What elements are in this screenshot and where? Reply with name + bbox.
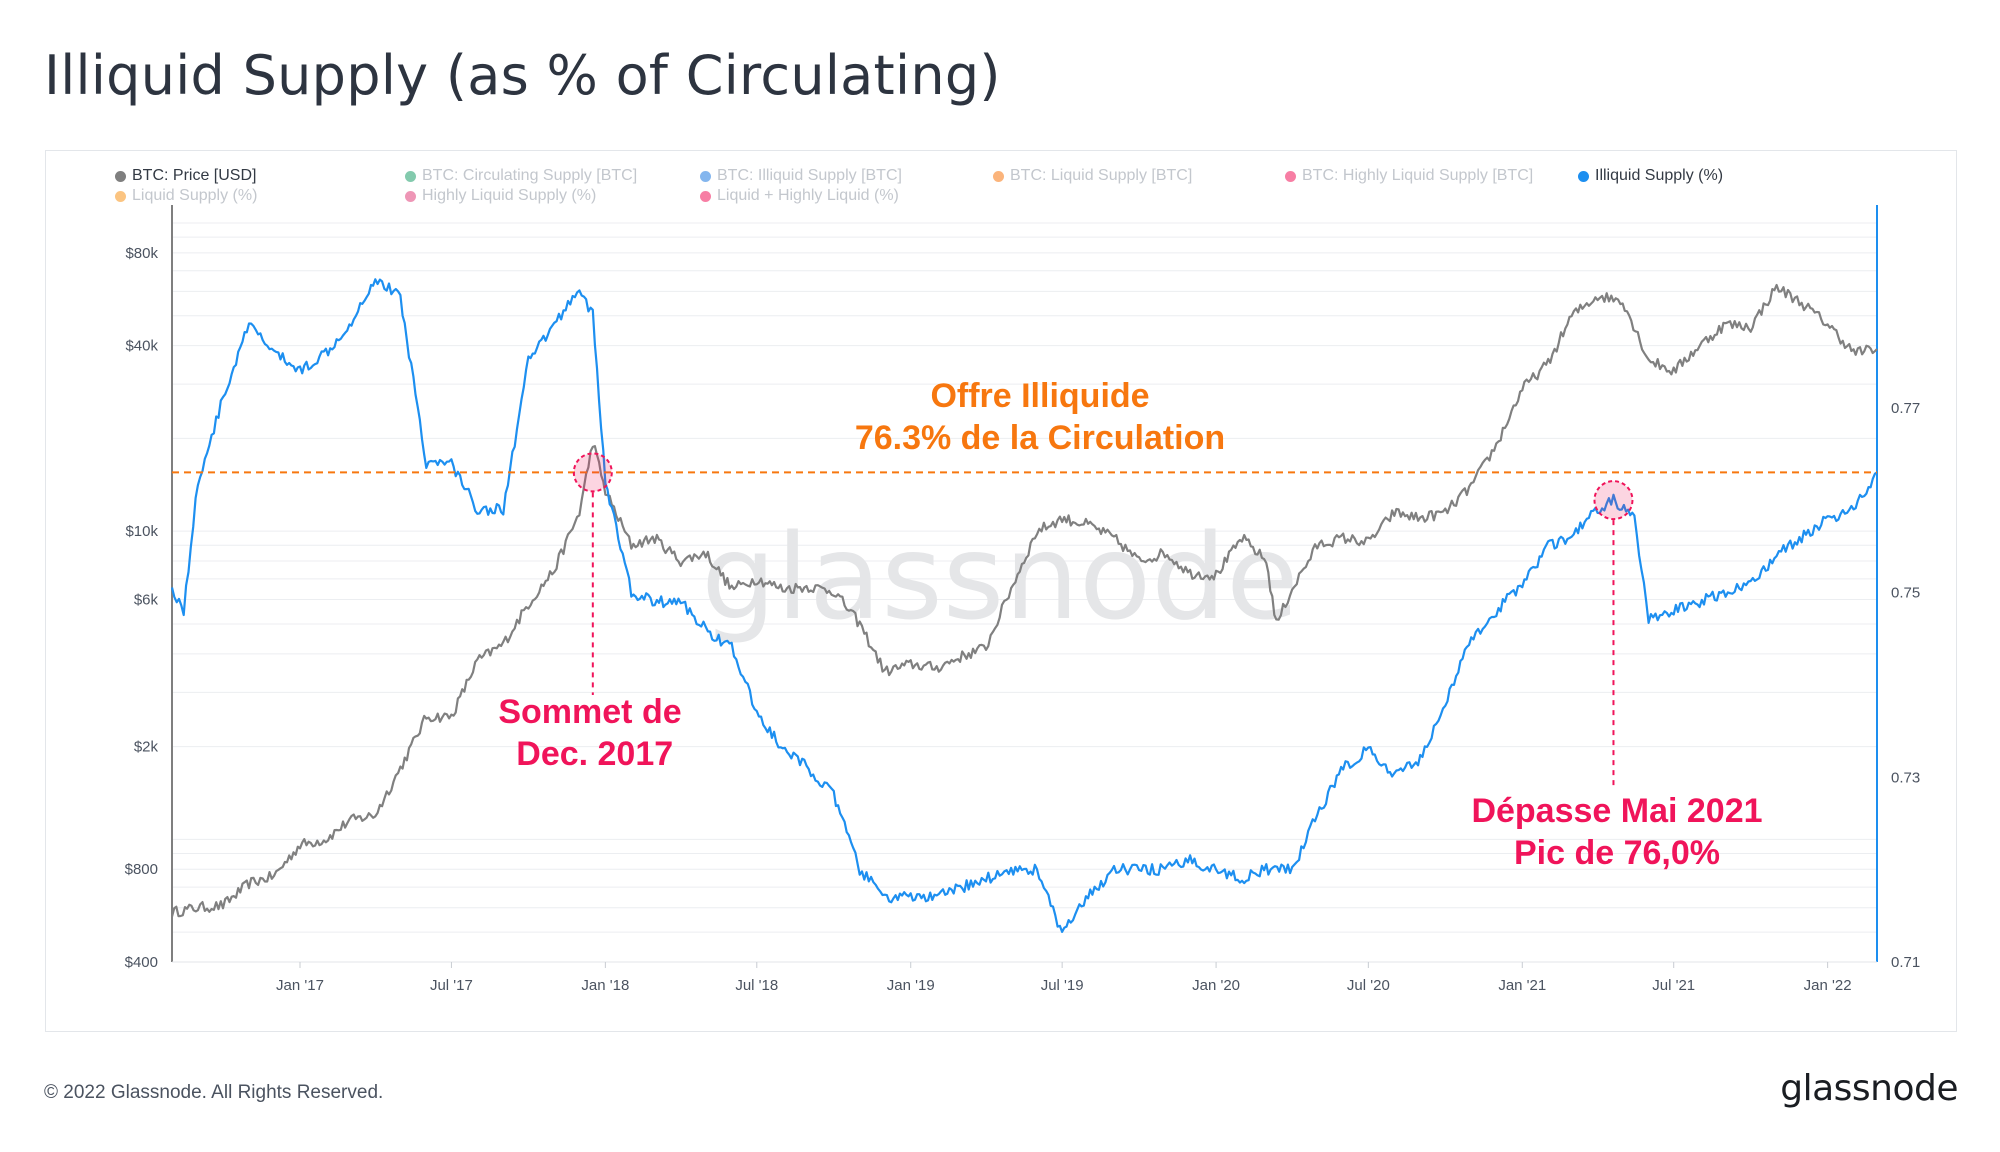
chart-frame [45,150,1957,1032]
legend-dot [1285,170,1296,182]
legend-dot [115,170,126,182]
legend-label: Liquid + Highly Liquid (%) [717,187,899,204]
legend-item[interactable]: Liquid Supply (%) [115,187,257,205]
legend-dot [405,170,416,182]
x-tick-label: Jul '17 [430,977,473,994]
legend-dot [1578,170,1589,182]
legend-label: BTC: Circulating Supply [BTC] [422,167,638,184]
legend-dot [115,190,126,202]
right-y-axis: 0.71 0.73 0.75 0.77 [1876,205,1920,971]
legend-dot [700,170,711,182]
left-tick-label: $400 [125,954,158,971]
legend-item[interactable]: BTC: Illiquid Supply [BTC] [700,167,902,185]
legend-item[interactable]: BTC: Price [USD] [115,167,256,185]
legend-item[interactable]: BTC: Liquid Supply [BTC] [993,167,1192,185]
legend-item[interactable]: BTC: Circulating Supply [BTC] [405,167,637,185]
series-line-illiquid-supply [170,278,1878,933]
legend-item[interactable]: Highly Liquid Supply (%) [405,187,596,205]
left-tick-label: $10k [125,523,158,540]
page-title: Illiquid Supply (as % of Circulating) [44,44,1001,107]
annotation-peak-text: Pic de 76,0% [1514,834,1720,872]
glassnode-logo: glassnode [1780,1068,1958,1109]
legend-label: Liquid Supply (%) [132,187,258,204]
series-line-btc-price [170,283,1878,918]
legend-dot [405,190,416,202]
x-axis: Jan '17 Jul '17 Jan '18 Jul '18 Jan '19 Jul '… [172,961,1877,994]
x-tick-label: Jan '18 [581,977,629,994]
annotation-marker-circle [1593,480,1634,521]
annotation-illiquid-supply-text: 76.3% de la Circulation [855,419,1225,457]
legend-label: BTC: Liquid Supply [BTC] [1010,167,1193,184]
chart-watermark: glassnode [701,508,1298,646]
x-tick-label: Jan '17 [276,977,324,994]
legend-item[interactable]: Liquid + Highly Liquid (%) [700,187,899,205]
left-tick-label: $40k [125,338,158,355]
x-tick-label: Jul '21 [1652,977,1695,994]
left-y-axis: $400 $800 $2k $6k $10k $40k $80k [125,205,173,971]
x-tick-label: Jan '21 [1498,977,1546,994]
annotation-peak-text: Sommet de [498,693,681,731]
legend-label: Illiquid Supply (%) [1595,167,1724,184]
x-tick-label: Jul '18 [735,977,778,994]
left-tick-label: $6k [134,592,159,609]
annotation-illiquid-supply-text: Offre Illiquide [930,377,1149,415]
left-tick-label: $800 [125,861,158,878]
legend-label: BTC: Highly Liquid Supply [BTC] [1302,167,1534,184]
x-tick-label: Jan '19 [887,977,935,994]
x-tick-label: Jul '20 [1347,977,1390,994]
right-tick-label: 0.75 [1891,585,1920,602]
copyright-text: © 2022 Glassnode. All Rights Reserved. [44,1082,384,1103]
legend-label: BTC: Illiquid Supply [BTC] [717,167,902,184]
legend-item[interactable]: Illiquid Supply (%) [1578,167,1723,185]
legend-label: BTC: Price [USD] [132,167,257,184]
right-tick-label: 0.77 [1891,400,1920,417]
x-tick-label: Jul '19 [1041,977,1084,994]
annotation-marker-circle [572,452,613,493]
legend-dot [993,170,1004,182]
left-tick-label: $2k [134,739,159,756]
x-tick-label: Jan '22 [1804,977,1852,994]
left-tick-label: $80k [125,245,158,262]
annotation-layer: Offre Illiquide 76.3% de la Circulation So… [172,377,1877,872]
x-tick-label: Jan '20 [1192,977,1240,994]
legend-label: Highly Liquid Supply (%) [422,187,597,204]
right-tick-label: 0.73 [1891,769,1920,786]
annotation-peak-text: Dépasse Mai 2021 [1471,792,1762,830]
series-layer [170,278,1878,933]
legend-dot [700,190,711,202]
right-tick-label: 0.71 [1891,954,1920,971]
annotation-peak-text: Dec. 2017 [507,735,673,773]
legend-item[interactable]: BTC: Highly Liquid Supply [BTC] [1285,167,1533,185]
